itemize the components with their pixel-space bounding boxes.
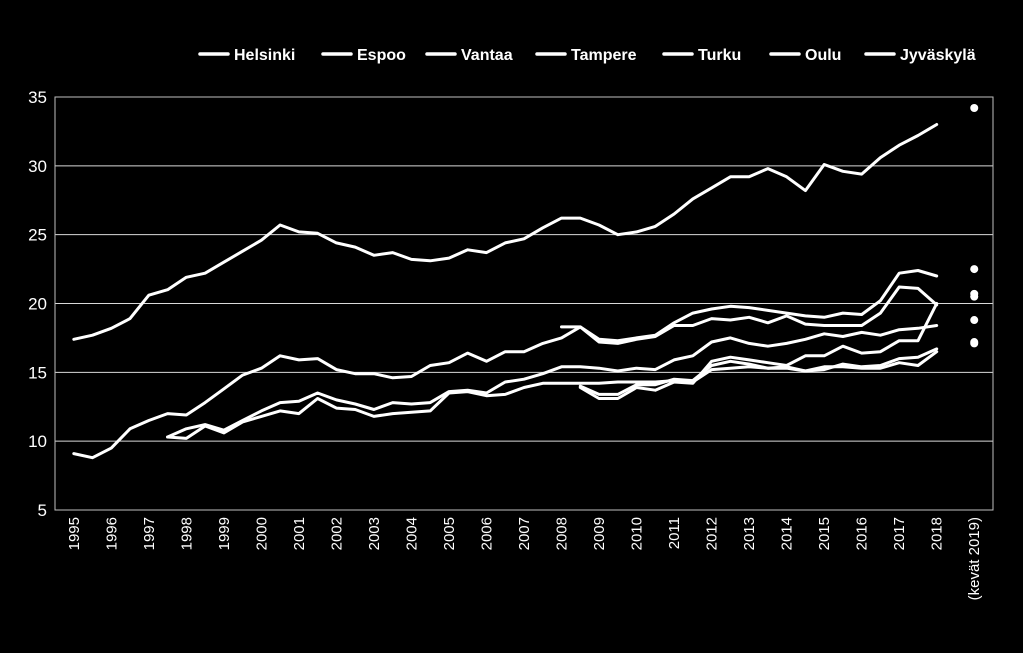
x-tick-label: 2008 [554, 517, 571, 550]
x-tick-label: 2015 [816, 517, 833, 550]
x-tick-label: 2011 [666, 517, 683, 549]
y-tick-label: 5 [38, 501, 47, 520]
x-tick-label: 2004 [403, 517, 420, 550]
legend-label-espoo: Espoo [357, 47, 406, 64]
y-tick-label: 25 [28, 226, 47, 245]
x-tick-label: 1999 [216, 517, 233, 550]
spring-2019-points [970, 104, 979, 348]
gridlines [55, 165, 993, 442]
x-tick-label: 2012 [704, 517, 721, 550]
x-tick-label: 2013 [741, 517, 758, 550]
x-tick-label: 1998 [178, 517, 195, 550]
series-line-oulu [578, 302, 939, 400]
x-tick-label: 2009 [591, 517, 608, 550]
series-line-jyvaskyla [560, 285, 939, 345]
series-line-vantaa [166, 324, 939, 439]
series-line-espoo [72, 269, 939, 460]
series-line-helsinki [72, 123, 939, 341]
spring-2019-point-vantaa [970, 316, 979, 325]
x-tick-label: 2007 [516, 517, 533, 550]
x-tick-label: 2003 [366, 517, 383, 550]
x-tick-label: 2002 [328, 517, 345, 550]
x-axis: 1995 1996 1997 1998 1999 2000 2001 2002 2003 2004… [66, 517, 983, 600]
legend-label-helsinki: Helsinki [234, 47, 295, 64]
x-tick-label: 2010 [629, 517, 646, 550]
x-tick-label: 2006 [478, 517, 495, 550]
legend-label-oulu: Oulu [805, 47, 841, 64]
spring-2019-point-helsinki [970, 104, 979, 113]
spring-2019-point-turku [970, 338, 979, 347]
series-line-turku [578, 347, 939, 396]
x-tick-label: 2001 [291, 517, 308, 550]
series-lines [72, 123, 939, 460]
x-tick-label: 2005 [441, 517, 458, 550]
x-tick-label: (kevät 2019) [966, 517, 983, 600]
plot-area-border [54, 96, 994, 511]
legend-label-turku: Turku [698, 47, 741, 64]
legend: Helsinki Espoo Vantaa Tampere Turku Oulu Jyväs… [198, 47, 976, 64]
legend-label-jyvaskyla: Jyväskylä [900, 47, 976, 64]
x-tick-label: 1995 [66, 517, 83, 550]
y-tick-label: 30 [28, 157, 47, 176]
spring-2019-point-jyvaskyla [970, 289, 979, 298]
spring-2019-point-espoo [970, 265, 979, 274]
x-tick-label: 1997 [141, 517, 158, 550]
y-tick-label: 10 [28, 432, 47, 451]
y-tick-label: 15 [28, 363, 47, 382]
x-tick-label: 2000 [253, 517, 270, 550]
x-tick-label: 2014 [779, 517, 796, 550]
y-tick-label: 20 [28, 295, 47, 314]
y-tick-label: 35 [28, 88, 47, 107]
legend-label-vantaa: Vantaa [461, 47, 513, 64]
x-tick-label: 2017 [891, 517, 908, 550]
y-axis: 5 10 15 20 25 30 35 [28, 88, 47, 520]
series-line-tampere [166, 350, 939, 440]
legend-label-tampere: Tampere [571, 47, 637, 64]
x-tick-label: 2018 [929, 517, 946, 550]
x-tick-label: 2016 [854, 517, 871, 550]
x-tick-label: 1996 [103, 517, 120, 550]
